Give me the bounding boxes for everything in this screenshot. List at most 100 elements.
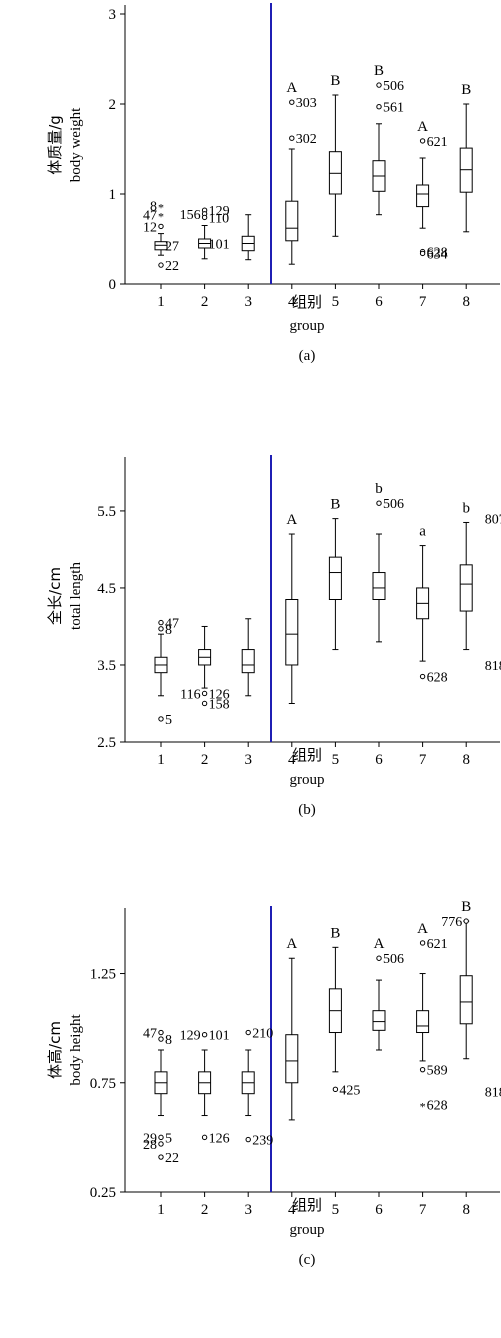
y-axis-label: 体高/cm body height [46, 1014, 84, 1086]
box-group-8: B [459, 82, 473, 233]
outlier-label: 239 [252, 1134, 273, 1149]
outlier-circle [201, 1134, 208, 1141]
outlier-label: 776 [441, 915, 462, 930]
outlier-label: 506 [383, 79, 404, 94]
outlier-506: 506 [376, 497, 404, 512]
outlier-circle [245, 1136, 251, 1143]
outlier-47: 47 [143, 1027, 164, 1042]
x-tick-label: 1 [157, 294, 165, 310]
x-tick-label: 4 [288, 1202, 296, 1218]
outlier-label: 302 [296, 132, 317, 147]
outlier-818: *818 [485, 1086, 501, 1101]
box-group-2 [198, 1049, 212, 1117]
outlier-label: 126 [209, 1131, 230, 1146]
y-tick-label: 0.75 [90, 1076, 116, 1092]
box [285, 599, 299, 666]
outlier-589: 589 [419, 1064, 448, 1079]
significance-letter: a [419, 524, 426, 540]
box [459, 564, 473, 612]
x-tick-label: 2 [201, 294, 209, 310]
outlier-303: 303 [289, 96, 317, 111]
outlier-label: 303 [296, 96, 317, 111]
outlier-101: 101 [209, 1029, 230, 1044]
x-tick-label: 8 [462, 1202, 470, 1218]
outlier-circle [419, 673, 426, 680]
significance-letter: B [330, 497, 340, 513]
outlier-8: 8 [158, 623, 172, 638]
outlier-label: 101 [209, 238, 230, 253]
x-tick-label: 2 [201, 752, 209, 768]
outlier-circle [158, 262, 164, 268]
outlier-label: 22 [165, 1151, 179, 1166]
y-axis-label-cn: 体质量/g [46, 115, 64, 175]
outlier-label: 8 [150, 200, 157, 215]
box-group-6: B [372, 63, 386, 216]
box-group-8: b [459, 500, 473, 651]
outlier-label: 818 [485, 659, 501, 674]
x-tick-label: 4 [288, 752, 296, 768]
y-tick-label: 0.25 [90, 1185, 116, 1201]
outlier-label: 621 [427, 937, 448, 952]
outlier-label: 29 [143, 1131, 157, 1146]
x-axis-label-en: group [290, 1222, 325, 1238]
y-tick-label: 2 [109, 97, 117, 113]
outlier-label: 561 [383, 101, 404, 116]
outlier-circle [158, 1134, 164, 1141]
outlier-circle [158, 619, 164, 626]
outlier-561: 561 [376, 101, 404, 116]
outlier-label: 47 [143, 209, 157, 224]
outlier-circle [158, 1154, 164, 1160]
x-tick-label: 7 [419, 752, 427, 768]
outlier-label: 621 [427, 135, 448, 150]
x-tick-label: 3 [244, 752, 252, 768]
significance-letter: b [375, 481, 383, 497]
outlier-label: 5 [165, 1131, 172, 1146]
outlier-776: 776 [441, 915, 469, 930]
y-axis-label-en: body weight [68, 107, 84, 182]
x-tick-label: 1 [157, 1202, 165, 1218]
outlier-label: 807 [485, 513, 501, 528]
outlier-label: 210 [252, 1027, 273, 1042]
outlier-label: 22 [165, 259, 179, 274]
x-axis-label-en: group [290, 772, 325, 788]
significance-letter: B [461, 899, 471, 915]
box [328, 556, 342, 600]
outlier-circle [201, 690, 208, 697]
x-tick-label: 8 [462, 294, 470, 310]
outlier-circle [201, 1032, 208, 1038]
outlier-22: 22 [158, 259, 179, 274]
outlier-425: 425 [332, 1083, 360, 1098]
outlier-circle [289, 99, 295, 105]
y-tick-label: 3 [109, 7, 117, 23]
y-tick-label: 1 [109, 187, 117, 203]
outlier-label: 5 [165, 713, 172, 728]
outlier-circle [289, 135, 295, 141]
outlier-label: 506 [383, 952, 404, 967]
box-group-2 [198, 225, 212, 260]
x-axis-label-cn: 组别 [292, 746, 322, 764]
outlier-5: 5 [165, 1131, 172, 1146]
significance-letter: B [330, 73, 340, 89]
box-group-8: B [459, 899, 473, 1060]
outlier-27: 27 [165, 239, 179, 254]
outlier-506: 506 [376, 79, 404, 94]
outlier-807: 807 [485, 513, 501, 528]
outlier-circle [419, 1066, 426, 1073]
panel-label: (c) [299, 1252, 316, 1268]
x-tick-label: 2 [201, 1202, 209, 1218]
outlier-101: 101 [209, 238, 230, 253]
outlier-label: 126 [209, 687, 230, 702]
outlier-634: 634 [419, 247, 448, 262]
y-tick-label: 4.5 [97, 581, 116, 597]
outlier-circle [463, 918, 469, 924]
outlier-circle [419, 138, 426, 144]
x-tick-label: 5 [332, 294, 340, 310]
x-axis-label-en: group [290, 318, 325, 334]
y-axis-label: 体质量/g body weight [46, 107, 84, 182]
x-tick-label: 6 [375, 752, 383, 768]
y-tick-label: 1.25 [90, 967, 116, 983]
outlier-circle [332, 1086, 339, 1093]
panel-label: (b) [298, 802, 316, 818]
box [285, 1034, 299, 1084]
outlier-circle [158, 716, 164, 722]
